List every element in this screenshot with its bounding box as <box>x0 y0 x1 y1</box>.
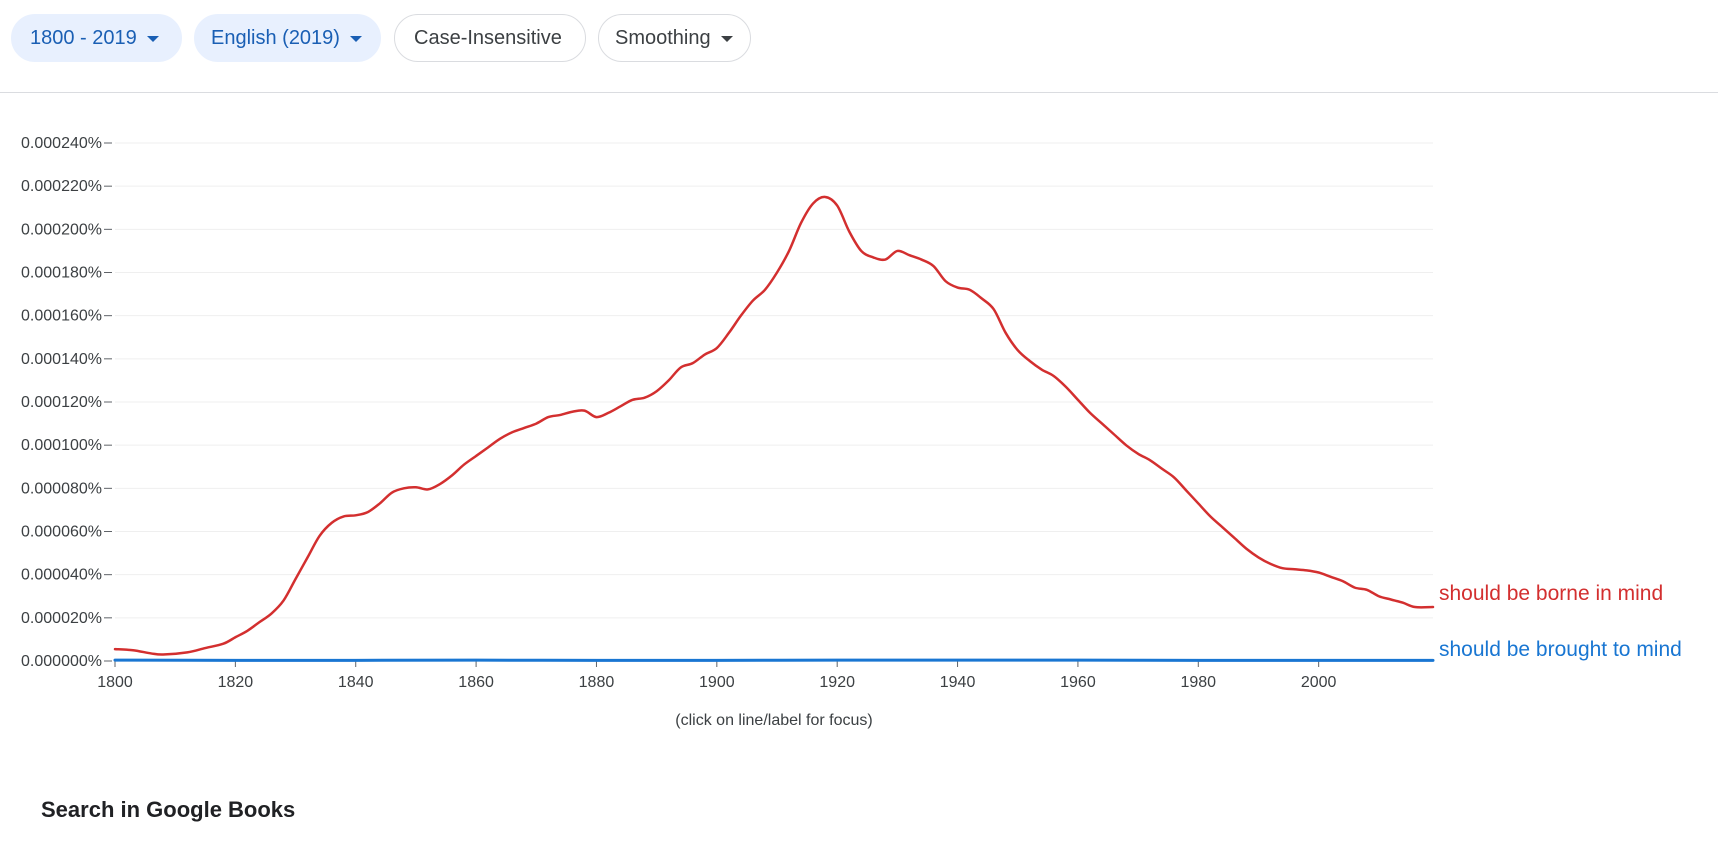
corpus-dropdown[interactable]: English (2019) <box>194 14 381 62</box>
case-insensitive-label: Case-Insensitive <box>414 26 562 49</box>
corpus-label: English (2019) <box>211 26 340 49</box>
y-tick-label: 0.000080% <box>21 480 102 497</box>
date-range-label: 1800 - 2019 <box>30 26 137 49</box>
x-tick-label: 1880 <box>579 674 615 691</box>
chevron-down-icon <box>146 36 159 42</box>
y-axis: 0.000000% 0.000020% 0.000040% 0.000060% 0.00… <box>21 135 112 670</box>
chevron-down-icon <box>349 36 362 42</box>
x-tick-label: 1840 <box>338 674 374 691</box>
x-tick-label: 1940 <box>940 674 976 691</box>
y-tick-label: 0.000020% <box>21 610 102 627</box>
google-books-heading: Search in Google Books <box>41 797 296 822</box>
chevron-down-icon <box>720 36 733 42</box>
y-tick-label: 0.000240% <box>21 135 102 152</box>
gridlines <box>115 142 1433 619</box>
x-tick-label: 1820 <box>218 674 254 691</box>
ngram-chart: 0.000000% 0.000020% 0.000040% 0.000060% 0.00… <box>21 135 1682 691</box>
x-tick-label: 1980 <box>1180 674 1216 691</box>
x-tick-label: 1860 <box>458 674 494 691</box>
x-axis: 1800 1820 1840 1860 1880 1900 1920 1940 1960 1980… <box>97 660 1433 691</box>
smoothing-dropdown[interactable]: Smoothing <box>598 14 751 62</box>
smoothing-label: Smoothing <box>615 26 711 49</box>
chart-hint: (click on line/label for focus) <box>675 712 873 729</box>
x-tick-label: 1800 <box>97 674 133 691</box>
y-tick-label: 0.000140% <box>21 351 102 368</box>
toolbar: 1800 - 2019 English (2019) Case-Insensit… <box>0 0 1718 93</box>
x-tick-label: 2000 <box>1301 674 1337 691</box>
series-labels: should be borne in mind should be brought… <box>1439 582 1682 661</box>
series-lines <box>113 195 1435 662</box>
y-tick-label: 0.000120% <box>21 394 102 411</box>
x-tick-label: 1900 <box>699 674 735 691</box>
y-tick-label: 0.000160% <box>21 308 102 325</box>
y-tick-label: 0.000180% <box>21 265 102 282</box>
y-tick-label: 0.000000% <box>21 653 102 670</box>
y-tick-label: 0.000200% <box>21 221 102 238</box>
y-tick-label: 0.000100% <box>21 437 102 454</box>
case-insensitive-toggle[interactable]: Case-Insensitive <box>394 14 586 62</box>
series-label-should-be-brought-to-mind[interactable]: should be brought to mind <box>1439 638 1682 661</box>
y-tick-label: 0.000060% <box>21 524 102 541</box>
series-label-should-be-borne-in-mind[interactable]: should be borne in mind <box>1439 582 1663 605</box>
y-tick-label: 0.000040% <box>21 567 102 584</box>
y-tick-label: 0.000220% <box>21 178 102 195</box>
x-tick-label: 1920 <box>819 674 855 691</box>
x-tick-label: 1960 <box>1060 674 1096 691</box>
date-range-dropdown[interactable]: 1800 - 2019 <box>11 14 182 62</box>
series-line-should-be-borne-in-mind[interactable] <box>113 195 1435 656</box>
